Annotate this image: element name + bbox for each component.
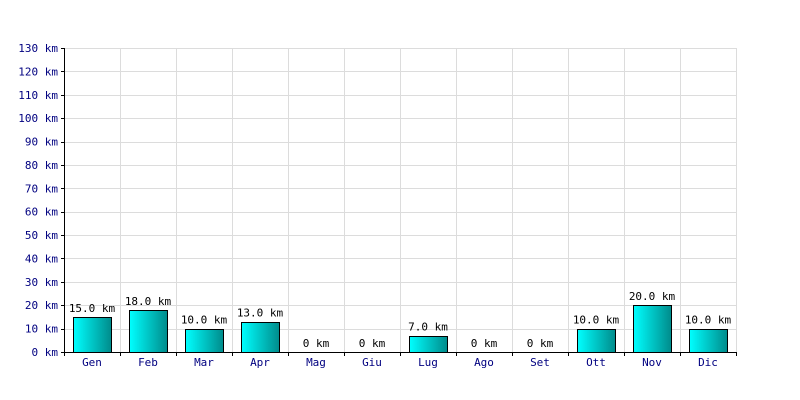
y-tick-label: 90 km [25, 136, 58, 149]
x-tick-label: Set [530, 356, 550, 369]
value-label: 20.0 km [629, 290, 676, 303]
value-label: 0 km [527, 337, 554, 350]
y-tick-label: 100 km [18, 112, 58, 125]
x-tick-label: Giu [362, 356, 382, 369]
y-tick-label: 40 km [25, 252, 58, 265]
x-tick-label: Lug [418, 356, 438, 369]
value-label: 15.0 km [69, 302, 116, 315]
bar-ott [577, 329, 616, 353]
x-tick-label: Mar [194, 356, 214, 369]
y-tick-label: 70 km [25, 182, 58, 195]
y-tick-label: 110 km [18, 89, 58, 102]
x-tick-label: Ott [586, 356, 606, 369]
bar-feb [129, 310, 168, 353]
value-label: 13.0 km [237, 307, 284, 320]
value-label: 10.0 km [685, 314, 732, 327]
y-tick-label: 0 km [32, 346, 59, 359]
value-labels: 15.0 km 18.0 km 10.0 km 13.0 km 0 km 0 km 7.0 … [69, 290, 732, 350]
x-tick-label: Gen [82, 356, 102, 369]
y-tick-label: 60 km [25, 206, 58, 219]
y-tick-labels: 0 km 10 km 20 km 30 km 40 km 50 km 60 km 70 km 8… [18, 42, 58, 359]
value-label: 10.0 km [573, 314, 620, 327]
bar-mar [185, 329, 224, 353]
value-label: 18.0 km [125, 295, 172, 308]
bars-group [73, 305, 728, 353]
x-tick-label: Dic [698, 356, 718, 369]
bar-lug [409, 336, 448, 353]
x-tick-label: Ago [474, 356, 494, 369]
bar-dic [689, 329, 728, 353]
bar-nov [633, 305, 672, 353]
y-tick-label: 50 km [25, 229, 58, 242]
bar-apr [241, 322, 280, 353]
bar-gen [73, 317, 112, 353]
value-label: 0 km [303, 337, 330, 350]
axes [61, 48, 737, 356]
x-tick-label: Apr [250, 356, 270, 369]
value-label: 7.0 km [408, 321, 448, 334]
y-tick-label: 120 km [18, 65, 58, 78]
value-label: 10.0 km [181, 314, 228, 327]
y-tick-label: 10 km [25, 323, 58, 336]
y-tick-label: 20 km [25, 299, 58, 312]
x-tick-label: Mag [306, 356, 326, 369]
value-label: 0 km [471, 337, 498, 350]
grid-lines [64, 48, 737, 353]
value-label: 0 km [359, 337, 386, 350]
y-tick-label: 30 km [25, 276, 58, 289]
x-tick-labels: Gen Feb Mar Apr Mag Giu Lug Ago Set Ott Nov Dic [82, 356, 718, 369]
x-tick-label: Feb [138, 356, 158, 369]
y-tick-label: 80 km [25, 159, 58, 172]
y-tick-label: 130 km [18, 42, 58, 55]
x-tick-label: Nov [642, 356, 662, 369]
